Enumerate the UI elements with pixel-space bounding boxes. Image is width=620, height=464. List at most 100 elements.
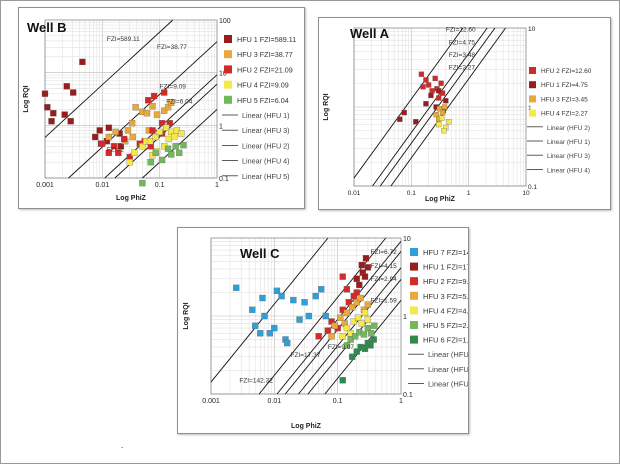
legend-swatch <box>410 306 418 315</box>
legend-swatch <box>410 291 418 300</box>
fzi-line-label: FZI=17.37 <box>291 352 321 359</box>
data-point <box>105 133 113 141</box>
data-point <box>345 299 352 306</box>
data-point <box>158 120 166 127</box>
data-point <box>131 149 138 157</box>
data-point <box>284 339 291 347</box>
well-a-panel: FZI=12.60 FZI=4.75 FZI=3.48 FZI=2.27 0.01 0.1… <box>318 17 611 210</box>
data-point <box>324 327 332 334</box>
x-tick-label: 0.001 <box>202 398 220 405</box>
data-point <box>112 128 119 136</box>
data-point <box>110 143 118 150</box>
chart-title: Well C <box>240 246 280 261</box>
x-tick-label: 1 <box>467 190 471 197</box>
data-point <box>41 90 49 97</box>
legend-entry: HFU 5 FZI=6.04 <box>237 96 289 105</box>
well-a-chart: FZI=12.60 FZI=4.75 FZI=3.48 FZI=2.27 0.01 0.1… <box>323 26 592 203</box>
data-point <box>331 322 338 329</box>
data-point <box>117 143 124 150</box>
fzi-line-label: FZI=3.48 <box>449 52 476 59</box>
data-point <box>433 112 439 118</box>
data-point <box>441 128 447 134</box>
data-point <box>180 142 187 149</box>
fzi-line-label: FZI=142.32 <box>239 378 273 385</box>
data-point <box>70 89 77 96</box>
data-point <box>349 303 356 311</box>
legend-line-entry: Linear (HFU 1) <box>547 139 590 146</box>
fzi-line-label: FZI=589.11 <box>107 36 140 43</box>
data-point <box>271 324 278 332</box>
x-tick-label: 1 <box>215 182 219 189</box>
legend-entry: HFU 3 FZI=5.72 <box>423 292 468 301</box>
data-point <box>353 289 360 296</box>
data-point <box>312 292 319 300</box>
legend-entry: HFU 4 FZI=4.15 <box>423 306 468 315</box>
y-tick-label: 10 <box>528 26 536 33</box>
data-point <box>128 120 136 127</box>
data-point <box>149 127 156 134</box>
data-point <box>249 306 256 313</box>
data-point <box>367 342 374 349</box>
data-point <box>361 273 369 280</box>
data-point <box>63 83 70 90</box>
legend-swatch <box>224 65 232 74</box>
legend-line-entry: Linear (HFU 5) <box>242 172 290 181</box>
data-point <box>129 133 136 141</box>
fzi-trend-line <box>104 74 218 179</box>
data-point <box>99 140 106 147</box>
y-tick-label: 100 <box>219 18 231 25</box>
data-point <box>420 84 426 90</box>
x-tick-label: 0.1 <box>333 398 343 405</box>
data-point <box>343 324 351 332</box>
data-point <box>443 98 449 104</box>
data-point <box>357 294 364 302</box>
data-point <box>296 316 303 323</box>
data-point <box>146 138 154 145</box>
legend-entry: HFU 6 FZI=1.59 <box>423 336 468 345</box>
data-point <box>439 115 445 121</box>
legend-line-entry: Linear (HFU 4) <box>242 157 290 166</box>
data-point <box>178 130 185 137</box>
data-point <box>105 149 113 157</box>
data-point <box>401 109 407 116</box>
fzi-trend-line <box>142 109 218 179</box>
data-point <box>328 333 335 340</box>
legend-line-entry: Linear (HFU 7) <box>428 350 468 359</box>
fzi-line-label: FZI=1.59 <box>371 297 398 304</box>
data-point <box>105 124 113 131</box>
legend-line-entry: Linear (HFU 4) <box>547 167 590 174</box>
data-point <box>322 312 329 320</box>
legend-entry: HFU 2 FZI=12.60 <box>541 68 592 75</box>
legend-line-entry: Linear (HFU 3) <box>242 126 290 135</box>
y-axis-title: Log RQI <box>323 93 330 120</box>
well-c-panel: FZI=142.32 FZI=17.37 FZI=9.07 FZI=6.72 FZI=4… <box>177 227 469 434</box>
legend-line-entry: Linear (HFU 1) <box>242 111 290 120</box>
data-point <box>436 95 442 101</box>
data-point <box>61 111 68 118</box>
x-tick-label: 0.1 <box>407 190 416 197</box>
data-point <box>432 75 438 82</box>
data-point <box>364 324 372 332</box>
legend-swatch <box>529 67 536 74</box>
y-axis-title: Log RQI <box>23 85 30 112</box>
data-point <box>261 312 268 320</box>
legend-entry: HFU 1 FZI=4.75 <box>541 82 588 89</box>
data-point <box>353 348 360 355</box>
data-point <box>164 104 172 111</box>
data-point <box>305 312 312 320</box>
x-tick-label: 0.001 <box>36 182 54 189</box>
data-point <box>79 58 86 66</box>
data-point <box>364 316 372 323</box>
y-tick-label: 10 <box>403 236 411 243</box>
data-point <box>168 151 175 158</box>
data-point <box>168 99 175 106</box>
data-point <box>132 104 139 111</box>
fzi-line-label: FZI=9.07 <box>328 344 355 351</box>
legend-entry: HFU 1 FZI=589.11 <box>237 35 296 44</box>
x-axis-title: Log PhiZ <box>116 195 147 202</box>
data-point <box>166 120 173 127</box>
data-point <box>156 128 163 136</box>
data-point <box>441 104 448 110</box>
fzi-trend-line <box>390 27 506 187</box>
